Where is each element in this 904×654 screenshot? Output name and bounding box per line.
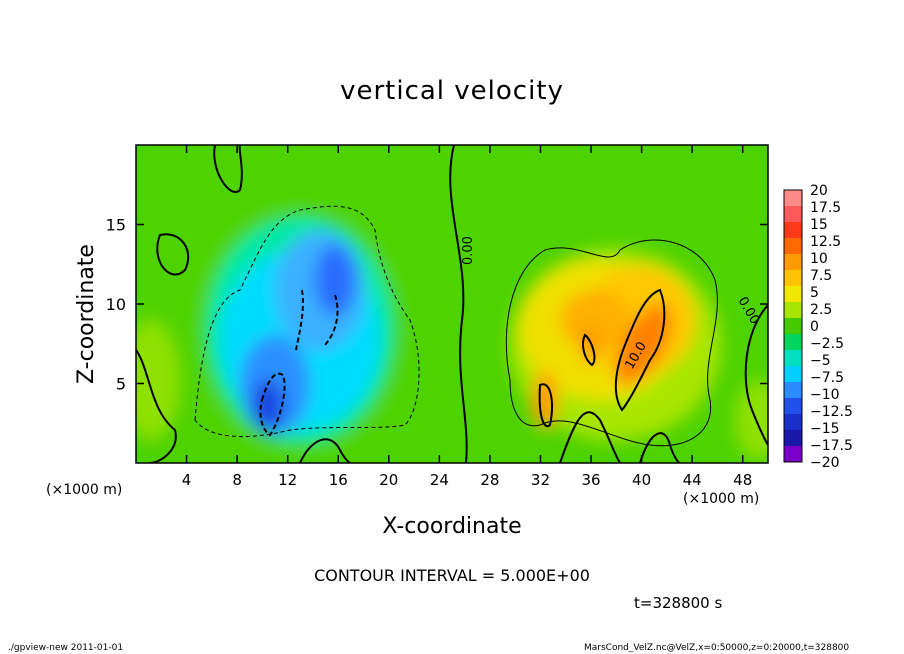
colorbar-label: 2.5 [810, 302, 832, 318]
x-tick-label: 24 [430, 471, 449, 489]
colorbar-label: −10 [810, 387, 840, 403]
colorbar-swatch [784, 414, 802, 431]
x-tick-label: 4 [182, 471, 192, 489]
x-unit-label-left: (×1000 m) [46, 482, 123, 498]
colorbar: 2017.51512.5107.552.50−2.5−5−7.5−10−12.5… [783, 183, 853, 471]
colorbar-swatch [784, 398, 802, 415]
x-tick-label: 44 [683, 471, 702, 489]
colorbar-swatch [784, 222, 802, 239]
x-tick-label: 12 [278, 471, 297, 489]
heatmap-field [136, 145, 768, 463]
x-tick-label: 32 [531, 471, 550, 489]
colorbar-label: −2.5 [810, 336, 844, 352]
colorbar-label: −15 [810, 421, 840, 437]
y-tick-label: 15 [106, 216, 126, 235]
colorbar-swatch [784, 382, 802, 399]
x-tick-label: 16 [329, 471, 348, 489]
y-tick-label: 5 [116, 375, 126, 394]
x-tick-label: 20 [379, 471, 398, 489]
colorbar-label: 10 [810, 251, 828, 267]
x-tick-label: 8 [232, 471, 242, 489]
colorbar-swatch [784, 238, 802, 255]
colorbar-swatch [784, 334, 802, 351]
colorbar-swatch [784, 190, 802, 207]
colorbar-label: −5 [810, 353, 831, 369]
colorbar-label: 0 [810, 319, 819, 335]
colorbar-label: −20 [810, 455, 840, 471]
y-axis-label: Z-coordinate [74, 244, 99, 384]
footer-left: ./gpview-new 2011-01-01 [8, 643, 124, 653]
colorbar-swatch [784, 318, 802, 335]
colorbar-label: 15 [810, 217, 828, 233]
colorbar-label: 17.5 [810, 200, 841, 216]
x-unit-label-right: (×1000 m) [683, 491, 760, 507]
contour-interval-text: CONTOUR INTERVAL = 5.000E+00 [314, 566, 590, 585]
contour-lines [136, 145, 768, 463]
colorbar-swatch [784, 286, 802, 303]
y-tick-label: 10 [106, 295, 126, 314]
contour-label: 0.00 [461, 236, 476, 265]
time-label: t=328800 s [634, 594, 723, 612]
colorbar-label: −7.5 [810, 370, 844, 386]
colorbar-label: 12.5 [810, 234, 841, 250]
colorbar-label: 7.5 [810, 268, 832, 284]
colorbar-swatch [784, 254, 802, 271]
x-tick-label: 28 [480, 471, 499, 489]
x-tick-label: 40 [632, 471, 651, 489]
colorbar-swatch [784, 206, 802, 223]
colorbar-frame [783, 189, 803, 463]
colorbar-swatch [784, 350, 802, 367]
colorbar-swatch [784, 366, 802, 383]
footer-right: MarsCond_VelZ.nc@VelZ,x=0:50000,z=0:2000… [584, 643, 850, 653]
colorbar-label: 20 [810, 183, 828, 199]
colorbar-swatch [784, 446, 802, 463]
x-axis-label: X-coordinate [382, 514, 522, 539]
colorbar-label: −12.5 [810, 404, 853, 420]
x-tick-label: 36 [581, 471, 600, 489]
colorbar-label: 5 [810, 285, 819, 301]
chart-title: vertical velocity [340, 76, 564, 106]
colorbar-label: −17.5 [810, 438, 853, 454]
colorbar-swatch [784, 302, 802, 319]
x-tick-label: 48 [733, 471, 752, 489]
colorbar-swatch [784, 430, 802, 447]
colorbar-swatch [784, 270, 802, 287]
